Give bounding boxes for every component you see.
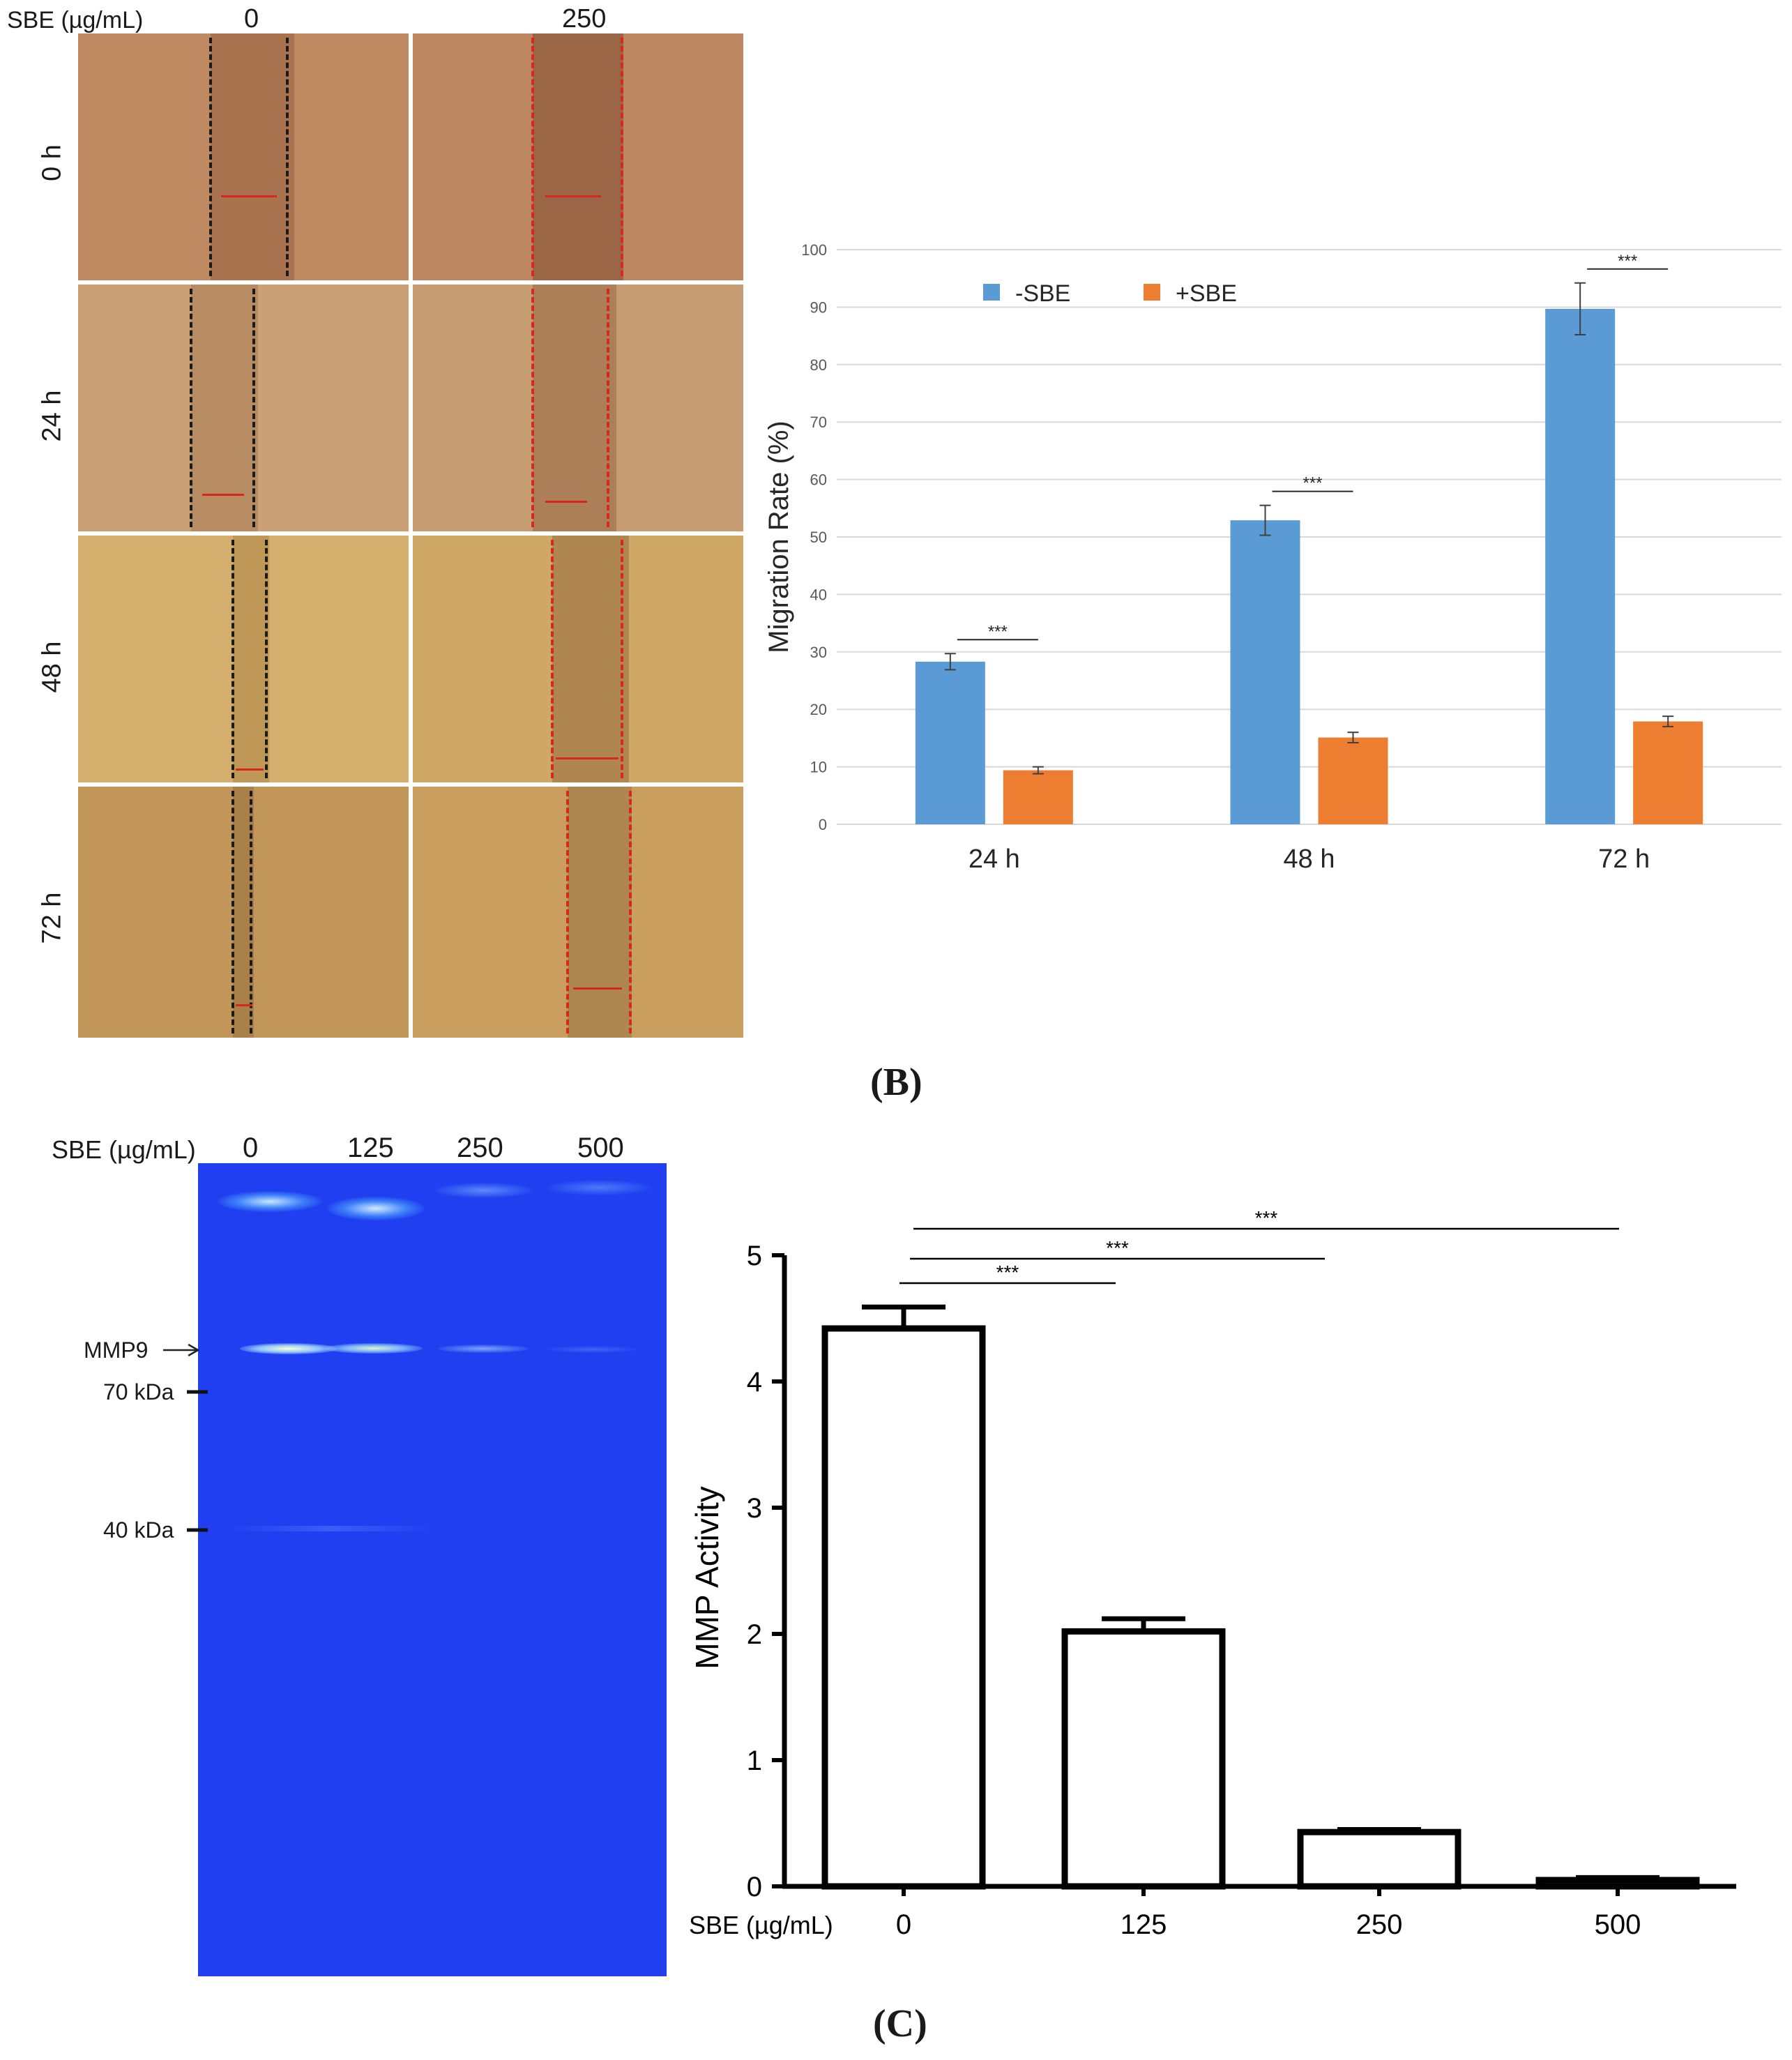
y-tick-label-50: 50 [810,529,827,546]
significance-label-48h: *** [1303,474,1322,493]
significance-label-72h: *** [1618,252,1637,271]
zymography-gel [198,1163,667,1976]
micrograph-0h-sbe250 [413,33,743,280]
panel-label-c: (C) [873,2002,927,2045]
micrograph-0h-control [78,33,409,280]
bar-plus-sbe-48h [1318,737,1388,824]
y-tick-label-0: 0 [819,816,827,833]
y-tick-label-3: 3 [747,1493,762,1524]
x-tick-label-24h: 24 h [969,845,1020,874]
migration-rate-chart: 0 10 20 30 40 50 60 70 80 90 100 *** 24 h *** 48 h *** 7… [764,241,1782,874]
bar-minus-sbe-48h [1230,520,1300,824]
gel-lane-label-125: 125 [347,1133,394,1163]
bar-minus-sbe-24h [915,661,985,824]
y-tick-label-5: 5 [747,1241,762,1271]
gel-lane-label-250: 250 [457,1133,503,1163]
x-axis-label: SBE (µg/mL) [689,1911,833,1939]
y-axis-label: Migration Rate (%) [764,421,794,653]
y-tick-label-80: 80 [810,356,827,374]
y-tick-label-40: 40 [810,586,827,603]
marker-40kda: 40 kDa [103,1517,174,1543]
micrograph-72h-sbe250 [413,787,743,1038]
mmp9-band-lane-125 [325,1343,423,1354]
bar-125 [1061,1628,1226,1890]
micrograph-24h-sbe250 [413,285,743,531]
comparison-label-0-vs-250: *** [1106,1237,1129,1259]
y-tick-label-4: 4 [747,1367,762,1398]
y-tick-label-1: 1 [747,1745,762,1776]
micrograph-72h-control [78,787,409,1038]
comparison-label-0-vs-500: *** [1255,1207,1278,1229]
y-tick-label-10: 10 [810,759,827,776]
y-tick-label-100: 100 [801,241,827,259]
bar-plus-sbe-24h [1003,770,1073,824]
comparison-label-0-vs-125: *** [996,1262,1019,1283]
y-tick-label-70: 70 [810,414,827,431]
legend-swatch-plus-sbe [1144,284,1160,301]
micrograph-48h-sbe250 [413,536,743,782]
y-tick-label-0: 0 [747,1872,762,1902]
bar-minus-sbe-72h [1545,308,1616,824]
micrograph-24h-control [78,285,409,531]
column-label-250: 250 [562,4,607,33]
x-tick-label-125: 125 [1121,1909,1167,1940]
legend-label-plus-sbe: +SBE [1176,280,1237,307]
y-tick-label-60: 60 [810,471,827,489]
x-tick-label-250: 250 [1356,1909,1403,1940]
gel-marker-ticks [163,1343,208,1532]
x-tick-label-500: 500 [1595,1909,1641,1940]
bar-500 [1535,1877,1700,1890]
y-axis-label: MMP Activity [689,1486,725,1669]
x-tick-label-0: 0 [896,1909,911,1940]
gel-lane-label-500: 500 [577,1133,624,1163]
panel-label-b: (B) [870,1061,922,1104]
legend-label-minus-sbe: -SBE [1015,280,1070,307]
x-tick-label-72h: 72 h [1598,845,1650,874]
y-tick-label-2: 2 [747,1619,762,1650]
column-label-0: 0 [244,4,259,33]
mmp9-band-lane-0 [240,1343,337,1354]
mmp9-band-lane-250 [438,1345,529,1353]
micrograph-48h-control [78,536,409,782]
significance-label-24h: *** [988,622,1008,641]
bar-0 [821,1325,986,1890]
bar-plus-sbe-72h [1633,721,1703,824]
y-tick-label-20: 20 [810,701,827,718]
marker-mmp9: MMP9 [84,1338,149,1363]
gel-conc-label: SBE (µg/mL) [52,1135,196,1164]
legend-swatch-minus-sbe [983,284,1000,301]
x-tick-label-48h: 48 h [1284,845,1335,874]
gel-lane-label-0: 0 [243,1133,259,1163]
top-conc-label: SBE (µg/mL) [7,7,144,33]
bar-250 [1297,1828,1461,1890]
y-tick-label-30: 30 [810,644,827,661]
y-tick-label-90: 90 [810,298,827,316]
mmp9-band-lane-500 [547,1346,637,1353]
marker-70kda: 70 kDa [103,1379,174,1404]
